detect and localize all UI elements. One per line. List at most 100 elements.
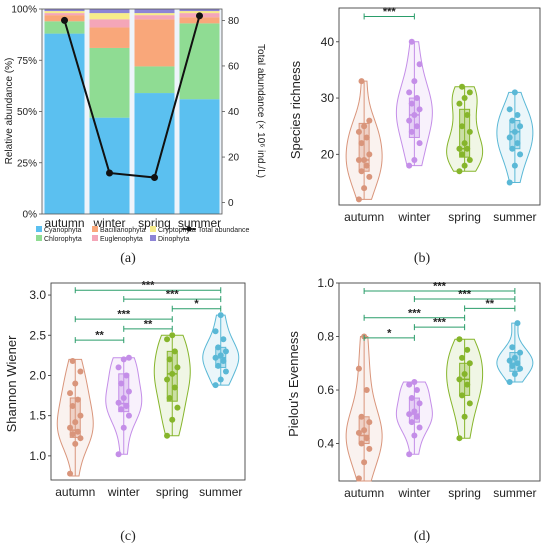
- bar-cryptophyta-summer: [179, 11, 220, 14]
- data-point-autumn: [366, 151, 373, 158]
- ytick-label: 0.6: [317, 383, 334, 397]
- panel-a-xtick-label: spring: [138, 216, 171, 230]
- data-point-spring: [164, 376, 171, 383]
- significance-label: ***: [117, 309, 131, 321]
- data-point-autumn: [358, 78, 365, 85]
- panel-a-ytick-label: 50%: [17, 107, 37, 118]
- data-point-summer: [506, 379, 513, 385]
- xtick-label-winter: winter: [397, 486, 430, 500]
- data-point-summer: [517, 365, 524, 372]
- data-point-spring: [461, 413, 468, 420]
- total-abundance-point-summer: [196, 12, 203, 20]
- panel-c-shannon-wiener: (c) Shannon Wiener 1.0 1.5 2.0 2.5 3.0 autumn…: [4, 280, 246, 544]
- legend-label-cyanophyta: Cyanophyta: [44, 227, 81, 234]
- legend-swatch-cryptophyta: [150, 226, 156, 232]
- data-point-spring: [166, 394, 173, 401]
- data-point-summer: [217, 376, 224, 383]
- significance-label: ***: [383, 6, 397, 18]
- significance-label: *: [387, 327, 392, 339]
- data-point-winter: [406, 451, 413, 458]
- data-point-summer: [217, 352, 224, 359]
- legend-swatch-euglenophyta: [92, 235, 98, 241]
- panel-d-ylabel: Pielou's Evenness: [286, 331, 301, 437]
- data-point-summer: [506, 179, 513, 186]
- data-point-winter: [125, 354, 132, 361]
- bar-dinophyta-winter: [89, 9, 130, 14]
- data-point-summer: [506, 357, 513, 364]
- legend-label-cryptophyta: Cryptophyta: [158, 227, 196, 234]
- data-point-spring: [456, 100, 463, 107]
- legend-marker-total-abundance: [186, 226, 192, 232]
- data-point-winter: [115, 399, 122, 406]
- data-point-winter: [125, 412, 132, 419]
- bar-chlorophyta-summer: [179, 23, 220, 100]
- data-point-spring: [169, 370, 176, 377]
- data-point-winter: [411, 156, 418, 163]
- data-point-winter: [416, 424, 423, 431]
- data-point-winter: [408, 128, 415, 135]
- data-point-autumn: [355, 128, 362, 135]
- significance-label: **: [485, 298, 494, 310]
- data-point-autumn: [355, 429, 362, 436]
- significance-label: **: [144, 318, 153, 330]
- panel-a-y2tick-label: 20: [228, 153, 240, 164]
- data-point-summer: [212, 382, 219, 389]
- bar-bacillariophyta-spring: [134, 19, 175, 67]
- data-point-summer: [220, 357, 227, 364]
- ytick-label: 40: [321, 35, 335, 49]
- data-point-winter: [406, 411, 413, 418]
- ytick-label: 1.0: [29, 449, 46, 463]
- bar-cyanophyta-spring: [134, 93, 175, 214]
- data-point-spring: [171, 348, 178, 355]
- xtick-label-summer: summer: [493, 210, 536, 224]
- data-point-winter: [416, 106, 423, 113]
- data-point-winter: [123, 403, 130, 410]
- data-point-autumn: [358, 440, 365, 447]
- data-point-winter: [123, 372, 130, 379]
- data-point-winter: [408, 100, 415, 107]
- ytick-label: 3.0: [29, 288, 46, 302]
- panel-a-y2label: Total abundance (× 10⁶ ind./L): [255, 44, 266, 178]
- panel-a-ylabel: Relative abundance (%): [4, 58, 15, 165]
- data-point-autumn: [366, 445, 373, 452]
- legend-swatch-chlorophyta: [36, 235, 42, 241]
- data-point-summer: [517, 151, 524, 158]
- ytick-label: 20: [321, 147, 335, 161]
- data-point-winter: [413, 95, 420, 102]
- data-point-autumn: [358, 413, 365, 420]
- xtick-label-summer: summer: [493, 486, 536, 500]
- data-point-autumn: [74, 428, 81, 435]
- data-point-winter: [406, 381, 413, 388]
- ytick-label: 30: [321, 91, 335, 105]
- panel-a-label: (a): [120, 251, 136, 266]
- data-point-autumn: [366, 117, 373, 124]
- data-point-summer: [222, 368, 229, 375]
- data-point-winter: [416, 61, 423, 68]
- bar-cryptophyta-spring: [134, 13, 175, 16]
- data-point-autumn: [72, 419, 79, 426]
- data-point-summer: [506, 134, 513, 141]
- legend-swatch-dinophyta: [150, 235, 156, 241]
- panel-c-plot: 1.0 1.5 2.0 2.5 3.0 autumn winter spring summer *…: [29, 280, 246, 499]
- xtick-label-spring: spring: [448, 210, 481, 224]
- data-point-spring: [456, 376, 463, 383]
- legend-swatch-bacillariophyta: [92, 226, 98, 232]
- data-point-winter: [115, 364, 122, 371]
- data-point-spring: [466, 128, 473, 135]
- data-point-summer: [215, 362, 222, 369]
- ytick-label: 0.8: [317, 330, 334, 344]
- data-point-summer: [511, 370, 518, 377]
- panel-b-species-richness: (b) Species richness 20 30 40 autumn winter s…: [288, 6, 541, 266]
- data-point-autumn: [361, 427, 368, 434]
- data-point-summer: [506, 106, 513, 113]
- data-point-autumn: [363, 435, 370, 442]
- panel-a-y2tick-label: 0: [228, 198, 234, 209]
- panel-c-ylabel: Shannon Wiener: [4, 335, 19, 433]
- data-point-autumn: [363, 387, 370, 394]
- significance-label: ***: [433, 317, 447, 329]
- xtick-label-spring: spring: [156, 485, 189, 499]
- data-point-autumn: [355, 365, 362, 372]
- data-point-spring: [461, 162, 468, 169]
- data-point-winter: [408, 419, 415, 426]
